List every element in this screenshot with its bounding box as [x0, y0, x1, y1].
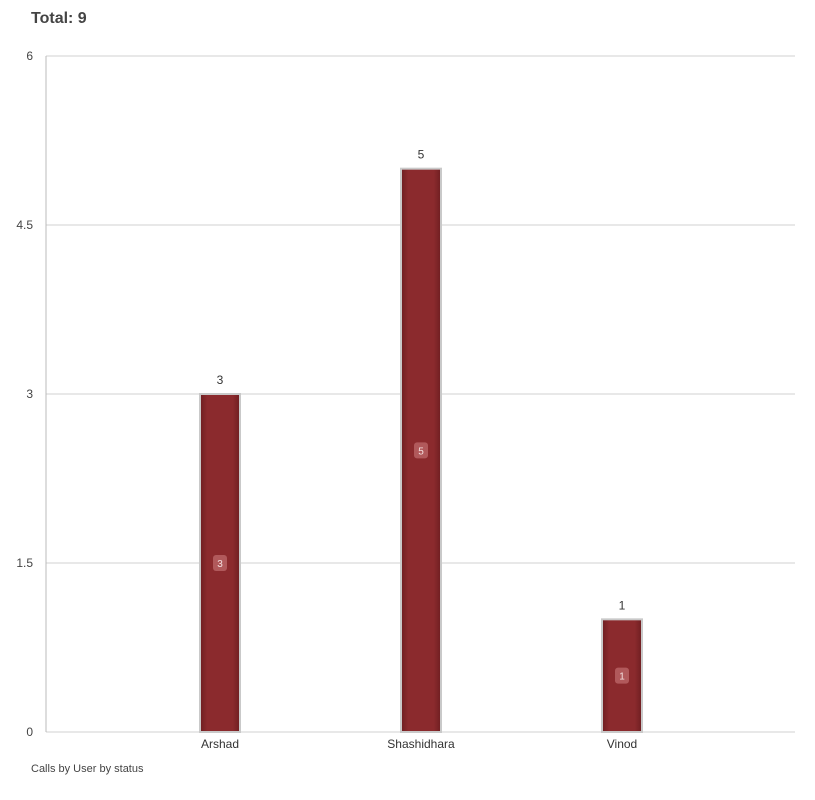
- y-tick-label: 4.5: [16, 218, 33, 232]
- data-label: 1: [619, 598, 626, 612]
- axes: 0 1.5 3 4.5 6 Arshad Shashidhara Vinod: [16, 49, 637, 751]
- inner-data-label: 1: [619, 672, 625, 683]
- inner-badge: [414, 442, 428, 459]
- y-tick-label: 6: [26, 49, 33, 63]
- inner-data-label: 5: [418, 446, 424, 457]
- inner-badge: [213, 555, 227, 571]
- labels: 3 3 5 5 1 1: [213, 148, 629, 684]
- y-tick-label: 3: [26, 387, 33, 401]
- x-tick-label: Shashidhara: [387, 737, 455, 751]
- chart-caption: Calls by User by status: [31, 763, 144, 775]
- inner-badge: [615, 667, 629, 684]
- y-tick-label: 0: [26, 725, 33, 739]
- data-label: 5: [418, 148, 425, 162]
- x-tick-label: Arshad: [201, 737, 239, 751]
- chart-total-title: Total: 9: [31, 10, 87, 27]
- y-tick-label: 1.5: [16, 556, 33, 570]
- data-label: 3: [217, 373, 224, 387]
- inner-data-label: 3: [217, 559, 223, 570]
- x-tick-label: Vinod: [607, 737, 637, 751]
